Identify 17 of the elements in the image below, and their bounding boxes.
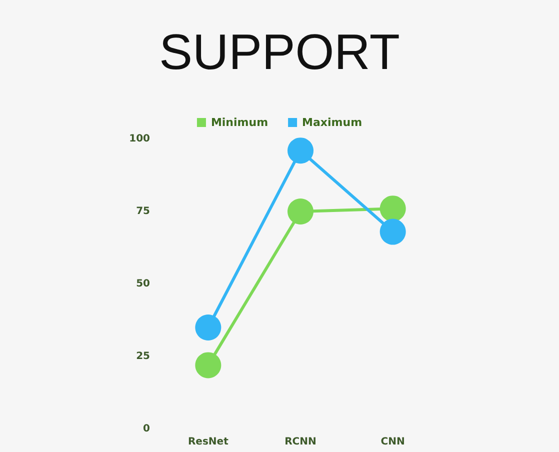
point [288, 138, 314, 164]
x-tick-label: RCNN [284, 436, 316, 448]
y-tick-label: 75 [136, 206, 150, 217]
y-tick-label: 25 [136, 351, 150, 362]
point [195, 352, 222, 378]
y-tick-label: 0 [143, 424, 150, 434]
x-tick-label: ResNet [188, 436, 229, 448]
point [288, 198, 314, 224]
legend-label: Minimum [210, 116, 268, 129]
y-tick-label: 50 [136, 278, 150, 290]
legend-label: Maximum [302, 116, 362, 129]
point [380, 196, 406, 222]
x-tick-label: CNN [380, 436, 405, 448]
chart-title: SUPPORT [159, 24, 400, 80]
point [195, 314, 222, 340]
point [380, 218, 406, 245]
y-tick-label: 100 [129, 134, 150, 144]
